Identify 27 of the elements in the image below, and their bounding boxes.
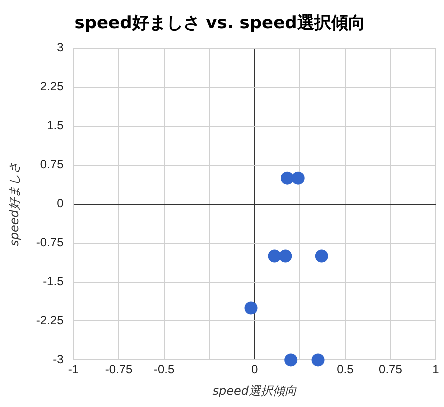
y-axis-title: speed好ましさ xyxy=(7,162,22,246)
x-tick-label: 1 xyxy=(432,362,440,377)
point xyxy=(279,250,292,263)
point xyxy=(315,250,328,263)
y-tick-label: 1.5 xyxy=(47,118,64,133)
y-tick-label: 2.25 xyxy=(40,80,64,94)
y-tick-label: -3 xyxy=(53,352,64,367)
y-tick-label: -2.25 xyxy=(36,314,64,328)
point xyxy=(292,172,305,185)
point xyxy=(280,172,294,185)
point xyxy=(312,354,325,367)
y-tick-label: 3 xyxy=(57,40,64,55)
x-tick-label: -0.75 xyxy=(105,362,134,377)
y-tick-label: 0.75 xyxy=(40,158,64,172)
y-tick-label: 0 xyxy=(57,196,64,211)
point xyxy=(284,354,298,367)
point xyxy=(244,302,258,315)
chart-title: speed好ましさ vs. speed選択傾向 xyxy=(74,14,366,34)
x-tick-label: -1 xyxy=(68,362,80,377)
x-tick-label: -0.5 xyxy=(154,362,175,377)
x-tick-label: 0 xyxy=(252,362,259,377)
x-tick-label: 0.5 xyxy=(337,362,354,377)
x-axis-title: speed選択傾向 xyxy=(212,384,298,398)
x-tick-label: 0.75 xyxy=(379,362,403,377)
y-tick-label: -1.5 xyxy=(43,274,64,289)
y-tick-label: -0.75 xyxy=(36,236,64,250)
point xyxy=(268,250,282,263)
